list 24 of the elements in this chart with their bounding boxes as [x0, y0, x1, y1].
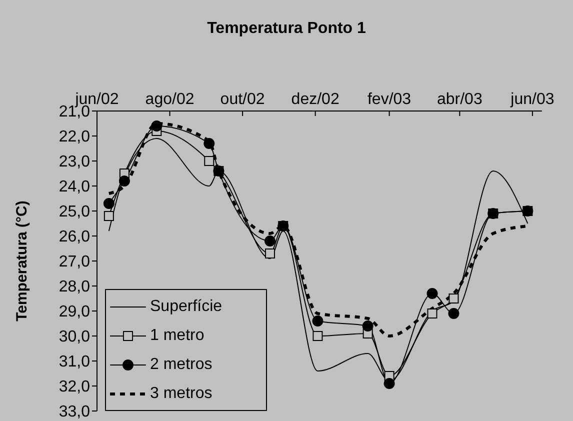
- y-tick-label: 26,0: [58, 228, 90, 246]
- y-tick-label: 30,0: [58, 328, 90, 346]
- chart-title: Temperatura Ponto 1: [206, 20, 367, 38]
- y-tick-label: 29,0: [58, 304, 90, 321]
- y-tick-label: 33,0: [58, 404, 90, 421]
- x-tick-label: abr/03: [436, 91, 482, 108]
- y-tick-label: 28,0: [58, 278, 90, 296]
- x-tick-label: out/02: [220, 91, 265, 108]
- legend-label: Superfície: [150, 298, 222, 316]
- y-tick-label: 31,0: [58, 354, 90, 371]
- x-tick-label: jun/03: [510, 91, 554, 108]
- y-tick-label: 22,0: [58, 128, 90, 146]
- y-tick-label: 32,0: [58, 378, 90, 396]
- legend-label: 1 metro: [150, 326, 204, 344]
- y-axis-title: Temperatura (°C): [14, 200, 30, 322]
- legend-label: 2 metros: [150, 356, 212, 374]
- y-tick-label: 24,0: [58, 178, 90, 196]
- y-tick-label: 27,0: [58, 254, 90, 271]
- legend-label: 3 metros: [150, 384, 212, 402]
- x-tick-label: fev/03: [367, 91, 412, 108]
- x-tick-label: ago/02: [145, 91, 194, 108]
- x-tick-label: dez/02: [291, 91, 340, 108]
- y-tick-label: 23,0: [58, 154, 90, 171]
- y-tick-label: 25,0: [58, 204, 90, 221]
